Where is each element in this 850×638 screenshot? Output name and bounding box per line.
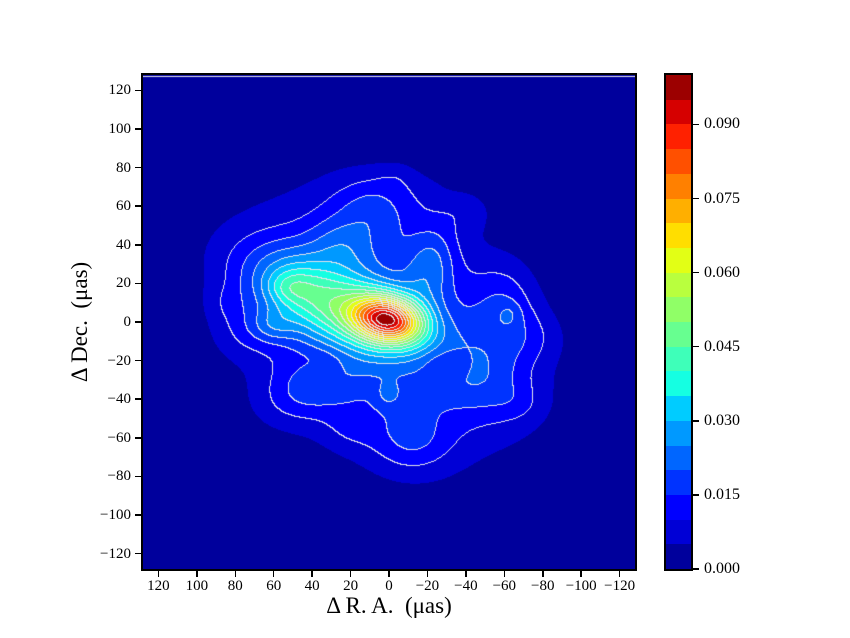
colorbar-band: [666, 470, 691, 495]
contour-plot-canvas: [143, 75, 635, 569]
x-tick-label: −20: [415, 578, 440, 594]
colorbar-band: [666, 346, 691, 372]
colorbar-tick-label: 0.060: [704, 263, 740, 281]
y-tick-label: −40: [107, 391, 131, 408]
colorbar-tick-label: 0.075: [704, 189, 740, 207]
colorbar-band: [666, 445, 691, 471]
colorbar-band: [666, 124, 691, 150]
colorbar-band: [666, 223, 691, 248]
x-tick-label: 120: [147, 578, 170, 594]
x-axis-label: Δ R. A. (μas): [326, 593, 452, 618]
colorbar-tick-mark: [693, 197, 699, 200]
x-tick-label: −40: [454, 578, 478, 594]
colorbar-tick-label: 0.000: [704, 560, 740, 577]
x-tick-label: 80: [227, 578, 243, 594]
x-tick-mark: [503, 571, 506, 577]
colorbar-band: [666, 75, 691, 100]
y-tick-label: 80: [116, 159, 131, 176]
colorbar-tick-mark: [693, 345, 699, 348]
x-tick-label: 0: [385, 578, 393, 594]
y-tick-label: −120: [100, 545, 131, 562]
x-tick-label: −60: [492, 578, 517, 594]
y-tick-mark: [135, 205, 141, 207]
x-tick-label: 100: [185, 578, 209, 594]
colorbar-tick-label: 0.045: [704, 337, 740, 355]
y-tick-label: 0: [123, 314, 132, 330]
y-tick-mark: [135, 166, 141, 169]
y-tick-mark: [135, 321, 141, 323]
y-tick-mark: [135, 128, 141, 130]
y-tick-mark: [135, 89, 141, 92]
colorbar-tick-label: 0.090: [704, 115, 740, 133]
y-tick-label: −60: [107, 429, 131, 446]
y-tick-label: −80: [107, 468, 131, 485]
y-tick-label: 120: [108, 82, 132, 99]
colorbar-band: [666, 99, 691, 125]
y-tick-label: 100: [108, 121, 132, 138]
x-tick-label: 60: [266, 578, 282, 594]
y-tick-label: −100: [100, 506, 131, 523]
colorbar-tick-mark: [693, 420, 699, 422]
colorbar-band: [666, 297, 691, 323]
x-tick-mark: [311, 571, 313, 577]
x-tick-label: −100: [565, 578, 597, 594]
colorbar-tick-mark: [693, 494, 699, 496]
y-tick-mark: [135, 552, 141, 555]
x-tick-mark: [618, 571, 621, 577]
y-tick-label: 40: [116, 236, 131, 253]
y-axis-label: Δ Dec. (μas): [67, 261, 92, 383]
y-tick-mark: [135, 359, 141, 362]
colorbar-tick-mark: [693, 271, 699, 274]
x-tick-mark: [542, 571, 544, 577]
x-tick-mark: [388, 571, 390, 577]
colorbar-tick-label: 0.030: [704, 411, 740, 429]
x-tick-mark: [196, 571, 198, 577]
x-tick-mark: [349, 571, 352, 577]
y-tick-mark: [135, 282, 141, 285]
x-tick-label: 40: [304, 578, 320, 594]
colorbar-band: [666, 322, 691, 347]
y-tick-mark: [135, 514, 141, 516]
y-tick-label: −20: [107, 352, 131, 369]
y-tick-label: 60: [116, 198, 131, 215]
colorbar-band: [666, 272, 691, 298]
x-tick-mark: [234, 571, 236, 577]
colorbar-band: [666, 149, 691, 174]
colorbar: [664, 73, 693, 571]
x-tick-label: −120: [604, 578, 636, 594]
x-tick-mark: [426, 571, 429, 577]
y-tick-mark: [135, 437, 141, 439]
colorbar-band: [666, 519, 691, 545]
x-tick-mark: [157, 571, 160, 577]
colorbar-band: [666, 371, 691, 397]
colorbar-tick-mark: [693, 123, 699, 126]
colorbar-band: [666, 247, 691, 273]
colorbar-band: [666, 544, 691, 570]
colorbar-band: [666, 198, 691, 224]
colorbar-tick-label: 0.015: [704, 485, 740, 503]
y-tick-mark: [135, 475, 141, 478]
colorbar-band: [666, 173, 691, 199]
x-tick-mark: [465, 571, 467, 577]
y-tick-label: 20: [116, 275, 131, 292]
x-tick-label: 20: [343, 578, 359, 594]
x-tick-mark: [580, 571, 582, 577]
colorbar-band: [666, 396, 691, 421]
colorbar-band: [666, 494, 691, 520]
x-tick-label: −80: [531, 578, 555, 594]
colorbar-tick-mark: [693, 568, 699, 570]
colorbar-bands: [666, 75, 691, 570]
y-tick-mark: [135, 244, 141, 246]
y-tick-mark: [135, 398, 141, 400]
colorbar-band: [666, 420, 691, 446]
x-tick-mark: [272, 571, 275, 577]
